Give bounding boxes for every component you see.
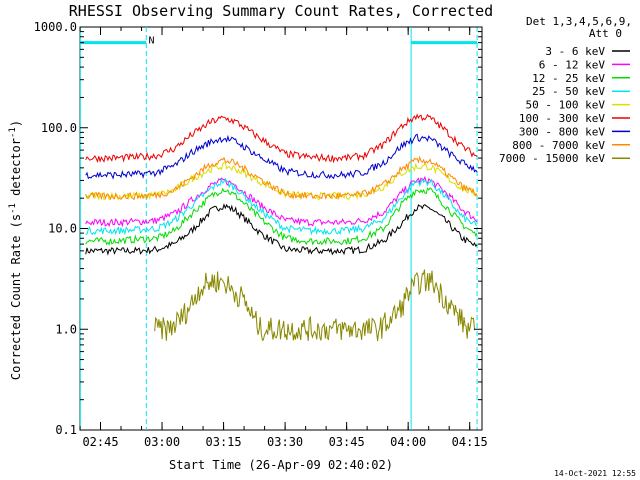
chart-title: RHESSI Observing Summary Count Rates, Co… [69,2,493,20]
series-line [85,161,478,202]
x-tick-label: 03:30 [267,435,303,449]
plot-border [79,26,483,431]
x-axis-label: Start Time (26-Apr-09 02:40:02) [169,458,393,472]
series-line [85,203,478,256]
y-tick-label: 0.1 [55,423,77,437]
x-tick-label: 03:45 [329,435,365,449]
series-line [85,177,478,236]
legend-label: 100 - 300 keV [519,112,605,125]
legend-header: Att 0 [589,27,622,40]
y-axis-label-part: ) [9,120,23,127]
y-tick-label: 1000.0 [34,20,77,34]
y-axis-label-part: detector [9,138,23,203]
y-tick-label: 100.0 [41,121,77,135]
series-layer [85,113,478,342]
axis-ticks: 0.1 1.0 10.0 100.0 1000.0 02:45 03:00 03:15 03:3… [34,20,488,449]
legend-label: 7000 - 15000 keV [499,152,605,165]
series-line [85,187,478,246]
legend-label: 50 - 100 keV [526,99,606,112]
series-line [85,113,478,164]
legend-header: Det 1,3,4,5,6,9, [526,15,632,28]
y-tick-label: 1.0 [55,322,77,336]
legend-label: 12 - 25 keV [532,72,605,85]
plot-frame [79,26,483,431]
series-line [85,133,478,180]
series-line [85,175,478,228]
x-tick-label: 03:15 [206,435,242,449]
legend-label: 25 - 50 keV [532,85,605,98]
marker-label: N [148,36,154,47]
legend-label: 6 - 12 keV [539,58,606,71]
y-axis-label-superscript: -1 [8,127,18,138]
series-line [85,155,478,201]
footer-timestamp: 14-Oct-2021 12:55 [554,469,636,478]
y-tick-label: 10.0 [48,222,77,236]
y-axis-label-superscript: -1 [8,203,18,214]
legend-label: 300 - 800 keV [519,125,605,138]
x-tick-label: 03:00 [144,435,180,449]
x-tick-label: 04:00 [390,435,426,449]
series-line [154,269,476,342]
y-axis-label: Corrected Count Rate (s-1 detector-1) [8,120,23,380]
legend-label: 800 - 7000 keV [512,139,605,152]
y-axis-label-part: Corrected Count Rate (s [9,214,23,380]
x-tick-label: 02:45 [82,435,118,449]
legend-label: 3 - 6 keV [545,45,605,58]
x-tick-label: 04:15 [452,435,488,449]
